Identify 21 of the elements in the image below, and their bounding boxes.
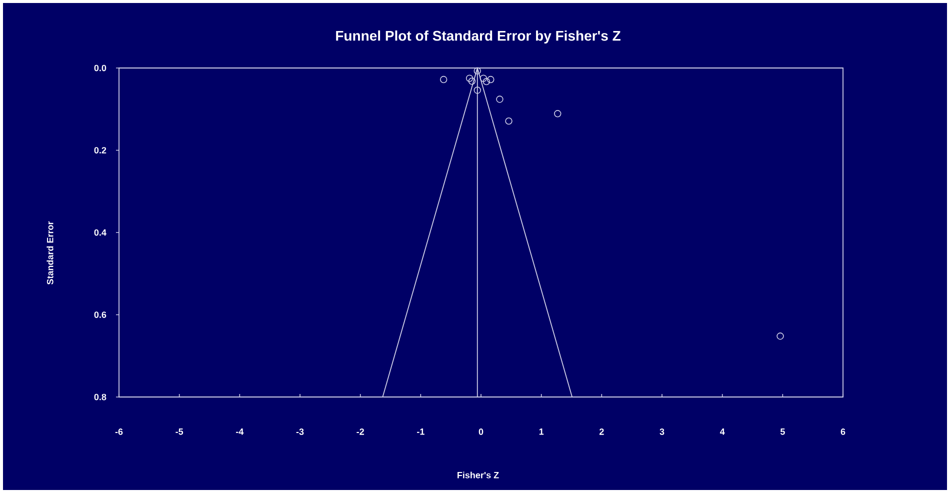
x-axis-title: Fisher's Z [458, 472, 499, 478]
x-tick-label: 1 [539, 428, 544, 435]
y-tick-label: 0.6 [94, 312, 106, 318]
x-tick-label: 5 [780, 428, 785, 435]
x-tick-label: 0 [478, 428, 484, 435]
y-tick-label: 0.2 [94, 147, 106, 154]
y-axis-title: Standard Error [46, 221, 54, 284]
x-tick-label: -5 [176, 428, 184, 435]
x-tick-label: 2 [599, 428, 604, 435]
x-tick-label: -3 [296, 428, 304, 435]
y-tick-label: 0.8 [94, 394, 106, 400]
x-tick-label: -1 [417, 428, 424, 435]
x-tick-label: -2 [356, 428, 364, 435]
x-tick-label: 6 [840, 428, 846, 435]
y-tick-label: 0.4 [94, 229, 106, 236]
y-tick-label: 0.0 [94, 64, 106, 72]
x-tick-label: -6 [115, 428, 123, 435]
x-tick-label: -4 [236, 428, 244, 435]
chart-title: Funnel Plot of Standard Error by Fisher's Z [336, 30, 620, 44]
x-tick-label: 4 [720, 428, 725, 435]
x-tick-label: 3 [660, 428, 664, 435]
